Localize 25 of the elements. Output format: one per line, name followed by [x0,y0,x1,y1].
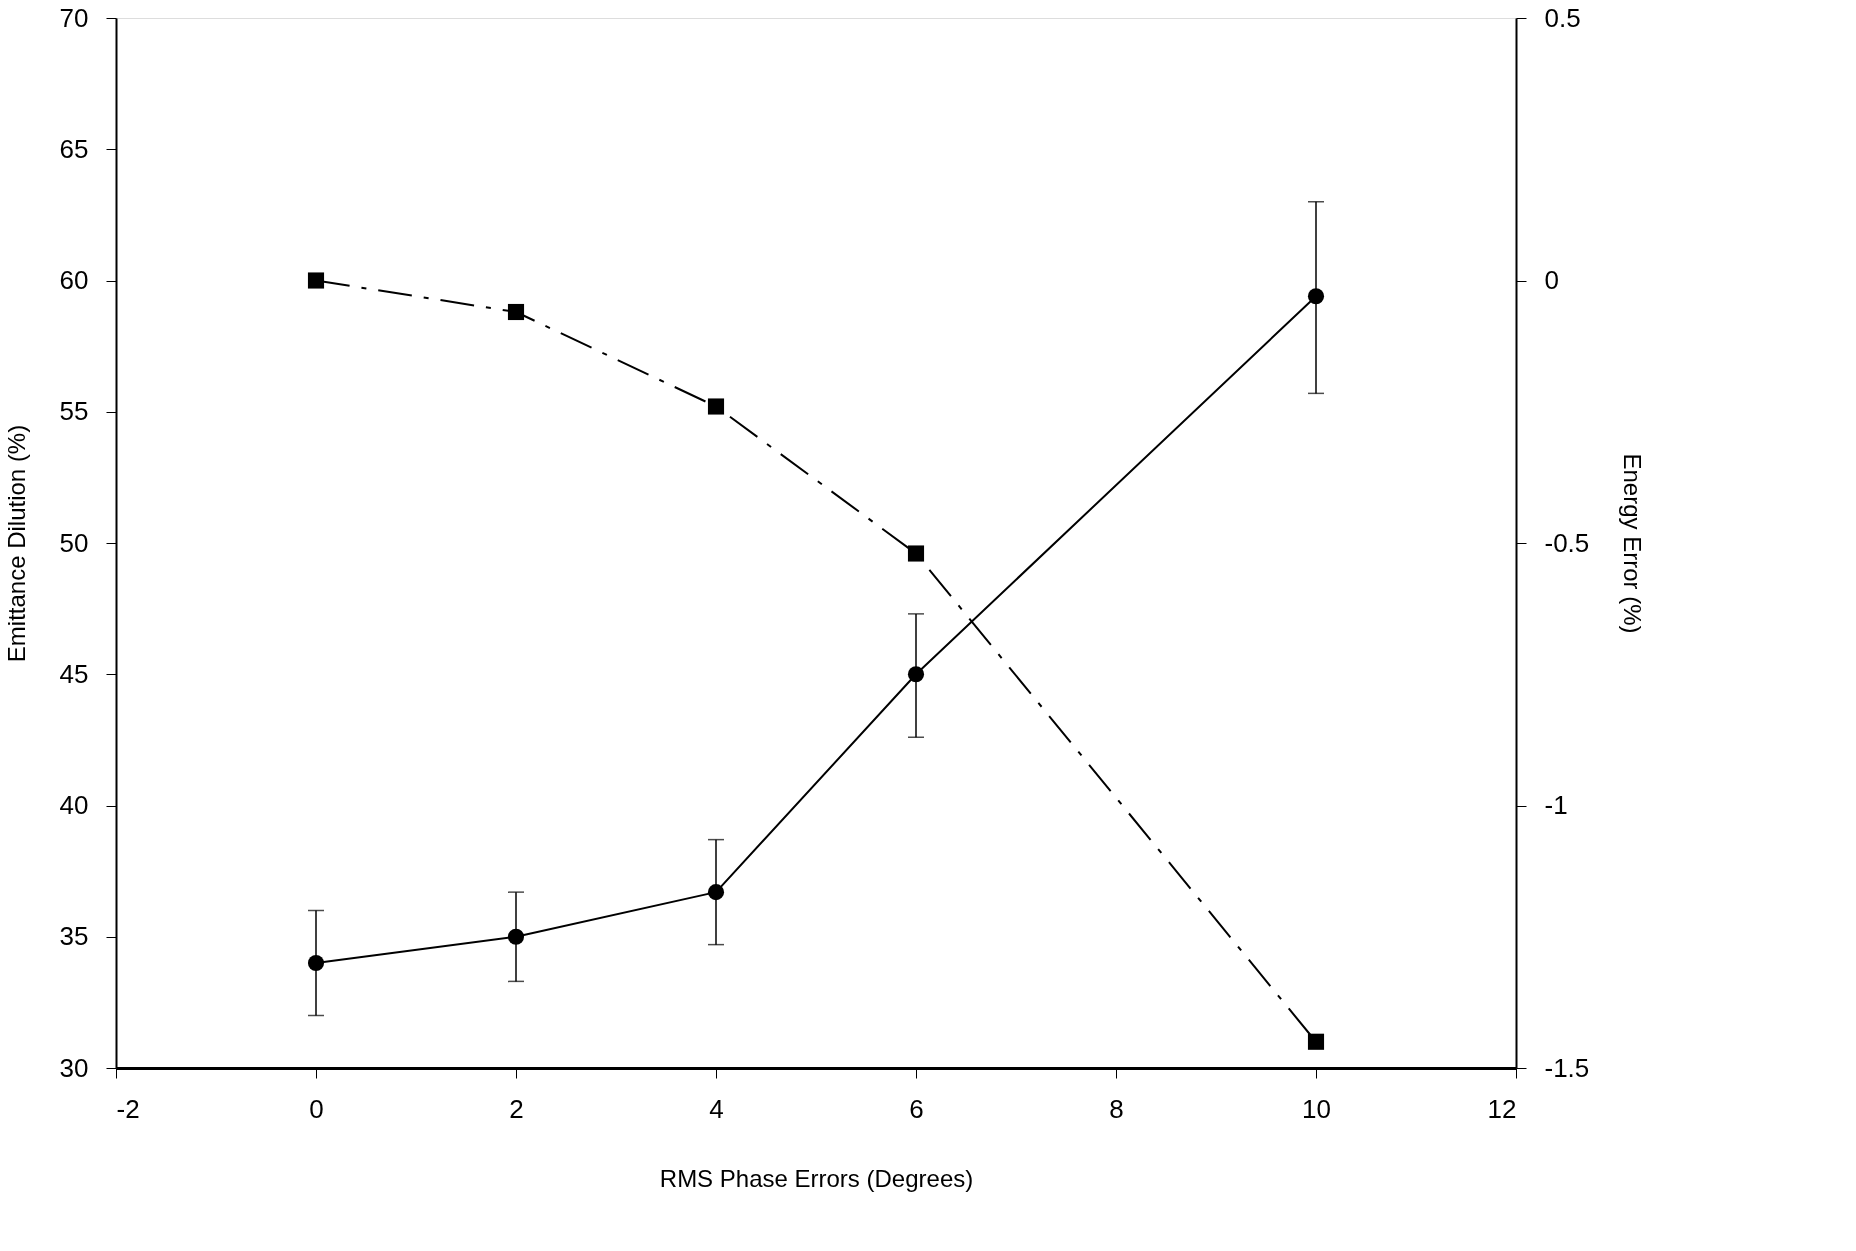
y2-axis-title: Energy Error (%) [1619,453,1647,634]
y2-tick-label: 0 [1544,265,1559,295]
y-axis-title: Emittance Dilution (%) [2,424,30,663]
x-tick-label: 6 [909,1093,924,1124]
y-tick-label: 55 [59,396,89,427]
x-tick-label: 12 [1487,1093,1517,1124]
x-tick-label: 10 [1302,1093,1331,1124]
y-tick-label: 30 [59,1052,89,1083]
y-tick-label: 40 [59,790,89,820]
y-tick-label: 70 [59,2,89,33]
y-tick-label: 45 [59,658,89,689]
y2-tick-label: -1 [1544,790,1568,820]
y-tick-label: 50 [59,527,89,558]
x-tick-label: 2 [509,1093,524,1124]
x-tick-label: 4 [709,1093,724,1124]
y2-tick-label: -0.5 [1544,527,1590,558]
x-tick-label: 0 [309,1093,324,1124]
y2-tick-label: -1.5 [1544,1052,1590,1083]
y-tick-label: 60 [59,265,89,295]
y-tick-label: 35 [59,921,89,952]
y-tick-label: 65 [59,133,89,164]
y2-tick-label: 0.5 [1544,2,1581,33]
x-tick-label: -2 [116,1093,140,1124]
x-tick-label: 8 [1109,1093,1124,1124]
x-axis-title: RMS Phase Errors (Degrees) [659,1164,974,1192]
